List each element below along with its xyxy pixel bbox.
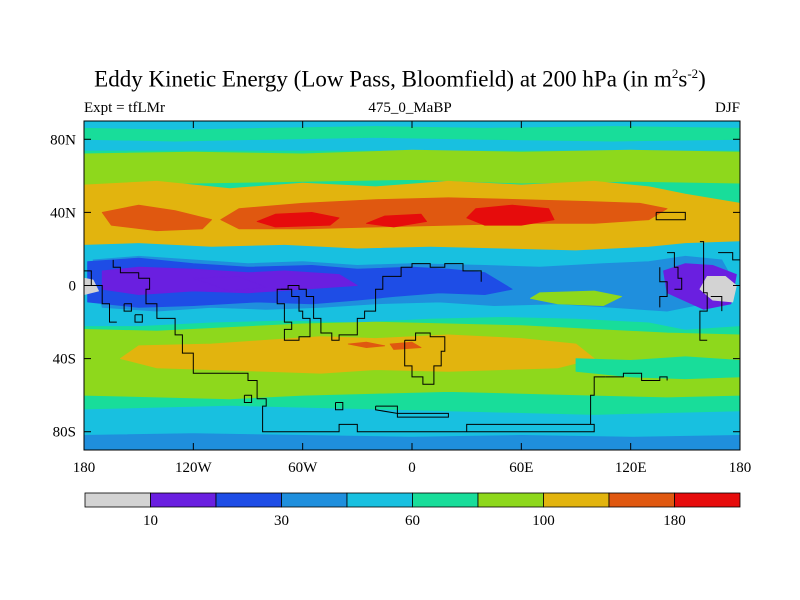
colorbar-box-2	[215, 492, 282, 508]
y-tick-label-3: 40S	[53, 352, 76, 368]
colorbar-box-0	[84, 492, 151, 508]
coastline-6	[655, 211, 686, 221]
colorbar-box-7	[543, 492, 610, 508]
coastline-17	[375, 405, 449, 418]
colorbar-label-0: 10	[143, 513, 158, 529]
contour-region-14	[192, 276, 267, 292]
y-tick-label-2: 0	[69, 279, 77, 295]
colorbar-label-4: 180	[663, 513, 686, 529]
season-label: DJF	[714, 100, 740, 116]
coastline-3	[276, 288, 311, 341]
contour-region-3	[84, 149, 740, 186]
coastline-7	[659, 267, 668, 308]
coastline-1	[280, 263, 482, 341]
x-tick-label-6: 180	[729, 460, 752, 476]
y-tick-label-4: 80S	[53, 425, 76, 441]
colorbar-box-9	[674, 492, 741, 508]
contour-region-18	[530, 290, 622, 306]
y-tick-label-1: 40N	[50, 205, 76, 221]
x-tick-label-0: 180	[73, 460, 96, 476]
contour-region-9	[466, 204, 555, 226]
contour-region-25	[575, 356, 740, 380]
x-tick-label-1: 120W	[175, 460, 213, 476]
coastline-4	[605, 372, 668, 381]
x-tick-label-5: 120E	[615, 460, 647, 476]
coastline-5	[590, 376, 606, 425]
coastline-0	[112, 259, 595, 433]
coastline-13	[123, 303, 132, 312]
contour-region-5	[101, 204, 212, 232]
colorbar-box-1	[150, 492, 217, 508]
contour-region-16	[84, 277, 99, 295]
colorbar-label-2: 60	[405, 513, 420, 529]
colorbar-label-1: 30	[274, 513, 289, 529]
coastline-14	[134, 314, 143, 323]
chart-title: Eddy Kinetic Energy (Low Pass, Bloomfiel…	[94, 66, 706, 92]
coastline-10	[718, 252, 740, 261]
contour-region-20	[120, 334, 595, 374]
x-tick-label-4: 60E	[509, 460, 533, 476]
coastline-layer	[84, 211, 740, 433]
contour-region-24	[84, 433, 740, 450]
x-tick-label-2: 60W	[288, 460, 318, 476]
colorbar-box-4	[346, 492, 413, 508]
coastline-9	[699, 241, 708, 341]
y-tick-label-0: 80N	[50, 132, 76, 148]
coastline-16	[335, 402, 344, 411]
coastline-8	[667, 252, 683, 290]
colorbar-box-8	[608, 492, 675, 508]
coastline-12	[84, 270, 117, 323]
contour-fill-layer	[84, 121, 740, 450]
colorbar-box-5	[412, 492, 479, 508]
colorbar-box-3	[281, 492, 348, 508]
colorbar: 10 30 60 100 180	[84, 492, 741, 529]
colorbar-label-3: 100	[532, 513, 555, 529]
colorbar-box-6	[477, 492, 544, 508]
contour-region-7	[256, 212, 340, 228]
contour-region-8	[366, 213, 427, 228]
run-label: 475_0_MaBP	[368, 100, 452, 116]
experiment-label: Expt = tfLMr	[84, 100, 165, 116]
axes-layer: 180 120W 60W 0 60E 120E 180 80N 40N 0 40S 80S	[50, 121, 751, 476]
x-tick-label-3: 0	[408, 460, 416, 476]
contour-region-17	[699, 276, 737, 303]
contour-region-21	[347, 341, 386, 348]
coastline-2	[404, 332, 446, 385]
coastline-11	[710, 296, 723, 312]
coastline-15	[243, 394, 253, 403]
